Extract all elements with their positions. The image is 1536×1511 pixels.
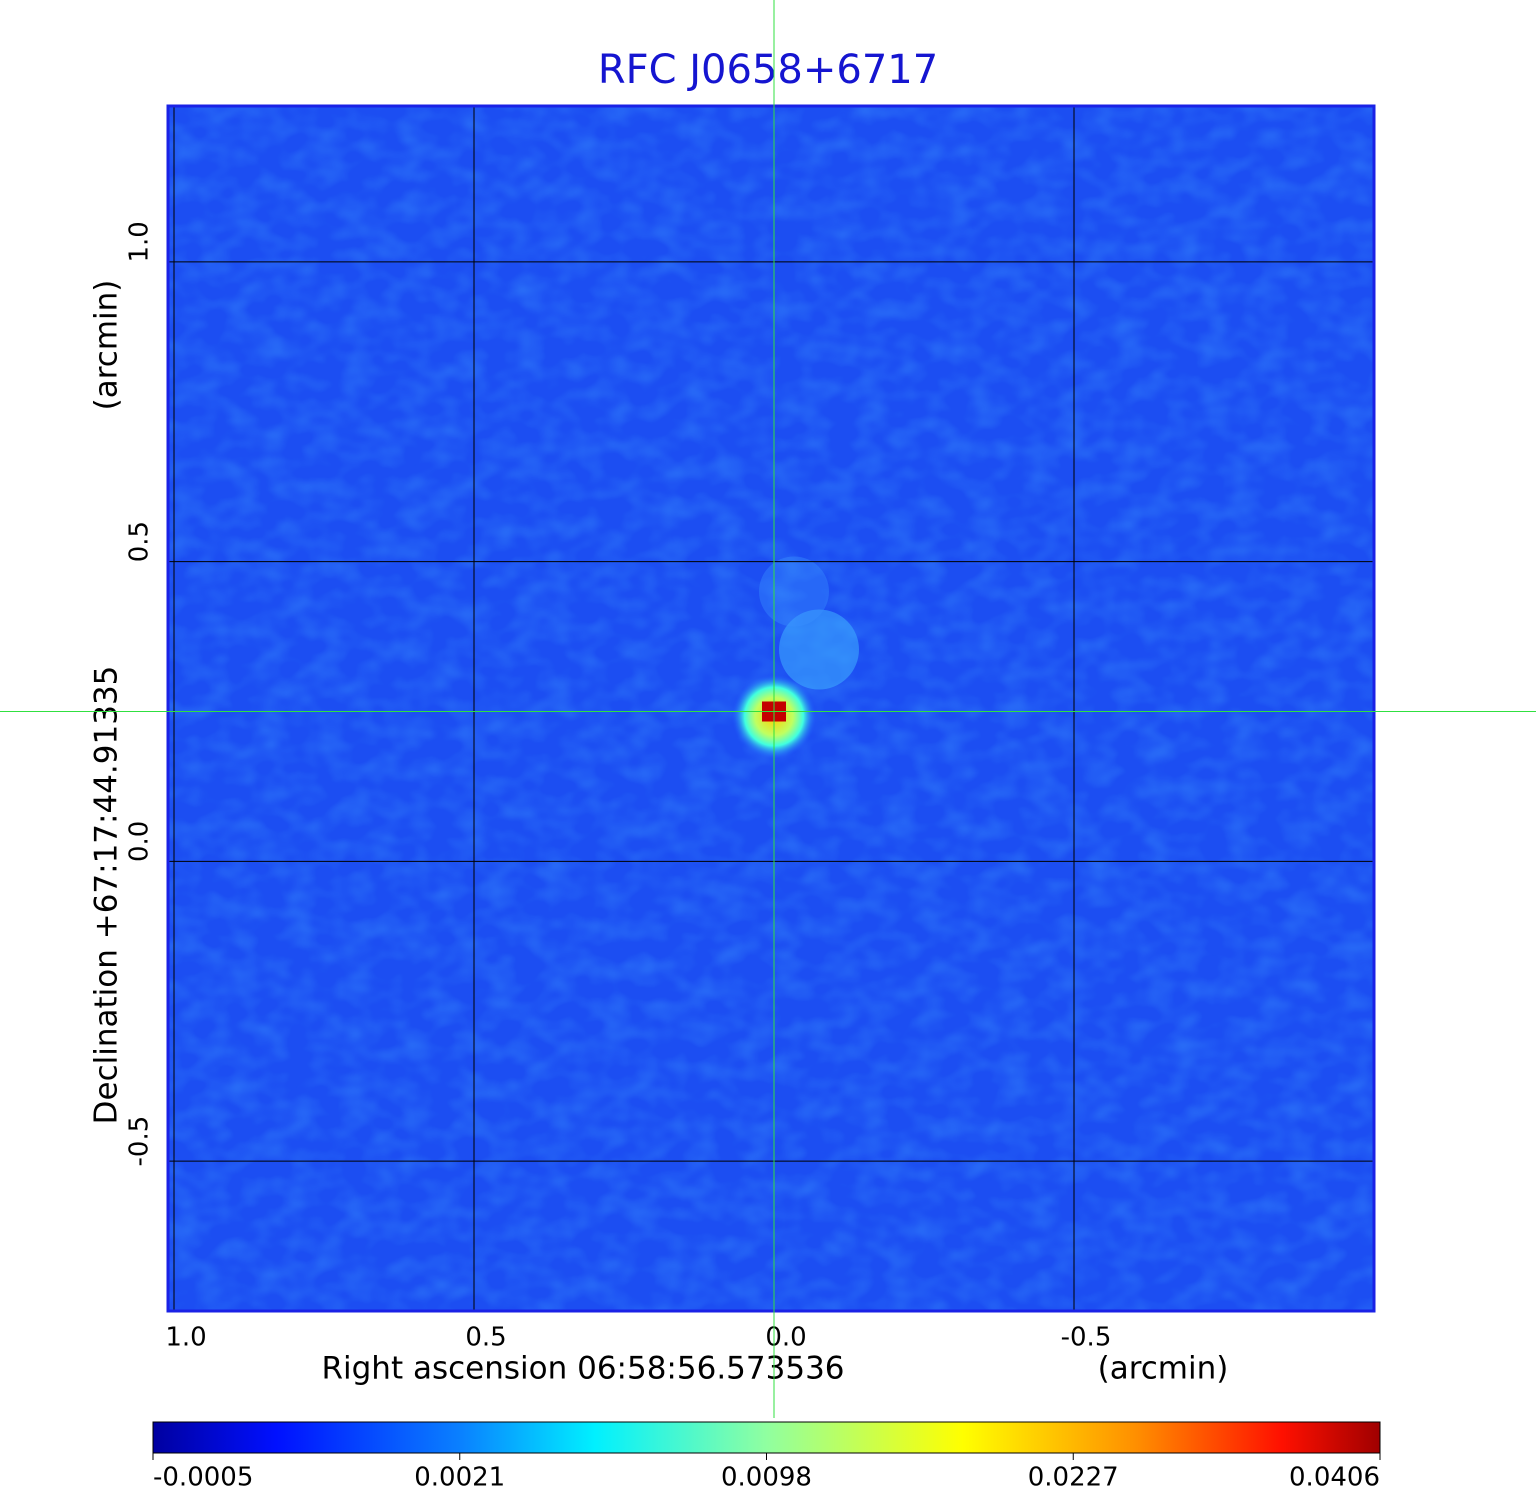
y-axis-unit: (arcmin) [89,280,125,411]
colorbar [152,1421,1381,1454]
source-halo [759,556,829,627]
colorbar-tick-label: -0.0005 [153,1463,253,1493]
x-axis-unit: (arcmin) [1098,1351,1229,1387]
x-tick-label: -0.5 [1061,1323,1112,1353]
x-tick-label: 0.5 [465,1323,506,1353]
x-tick-label: 1.0 [165,1323,206,1353]
y-axis-label: Declination +67:17:44.91335 [89,666,125,1125]
colorbar-tick-label: 0.0098 [721,1463,812,1493]
chart-title: RFC J0658+6717 [598,47,938,93]
x-tick-label: 0.0 [765,1323,806,1353]
x-axis-label: Right ascension 06:58:56.573536 [321,1351,844,1387]
y-tick-label: 0.5 [125,521,155,562]
colorbar-tick-label: 0.0227 [1028,1463,1119,1493]
y-tick-label: 1.0 [125,221,155,262]
y-tick-label: -0.5 [125,1116,155,1167]
colorbar-tick-label: 0.0406 [1289,1463,1380,1493]
colorbar-tick-label: 0.0021 [414,1463,505,1493]
frame [166,104,1376,1313]
source-halo [779,609,859,690]
y-tick-label: 0.0 [125,821,155,862]
